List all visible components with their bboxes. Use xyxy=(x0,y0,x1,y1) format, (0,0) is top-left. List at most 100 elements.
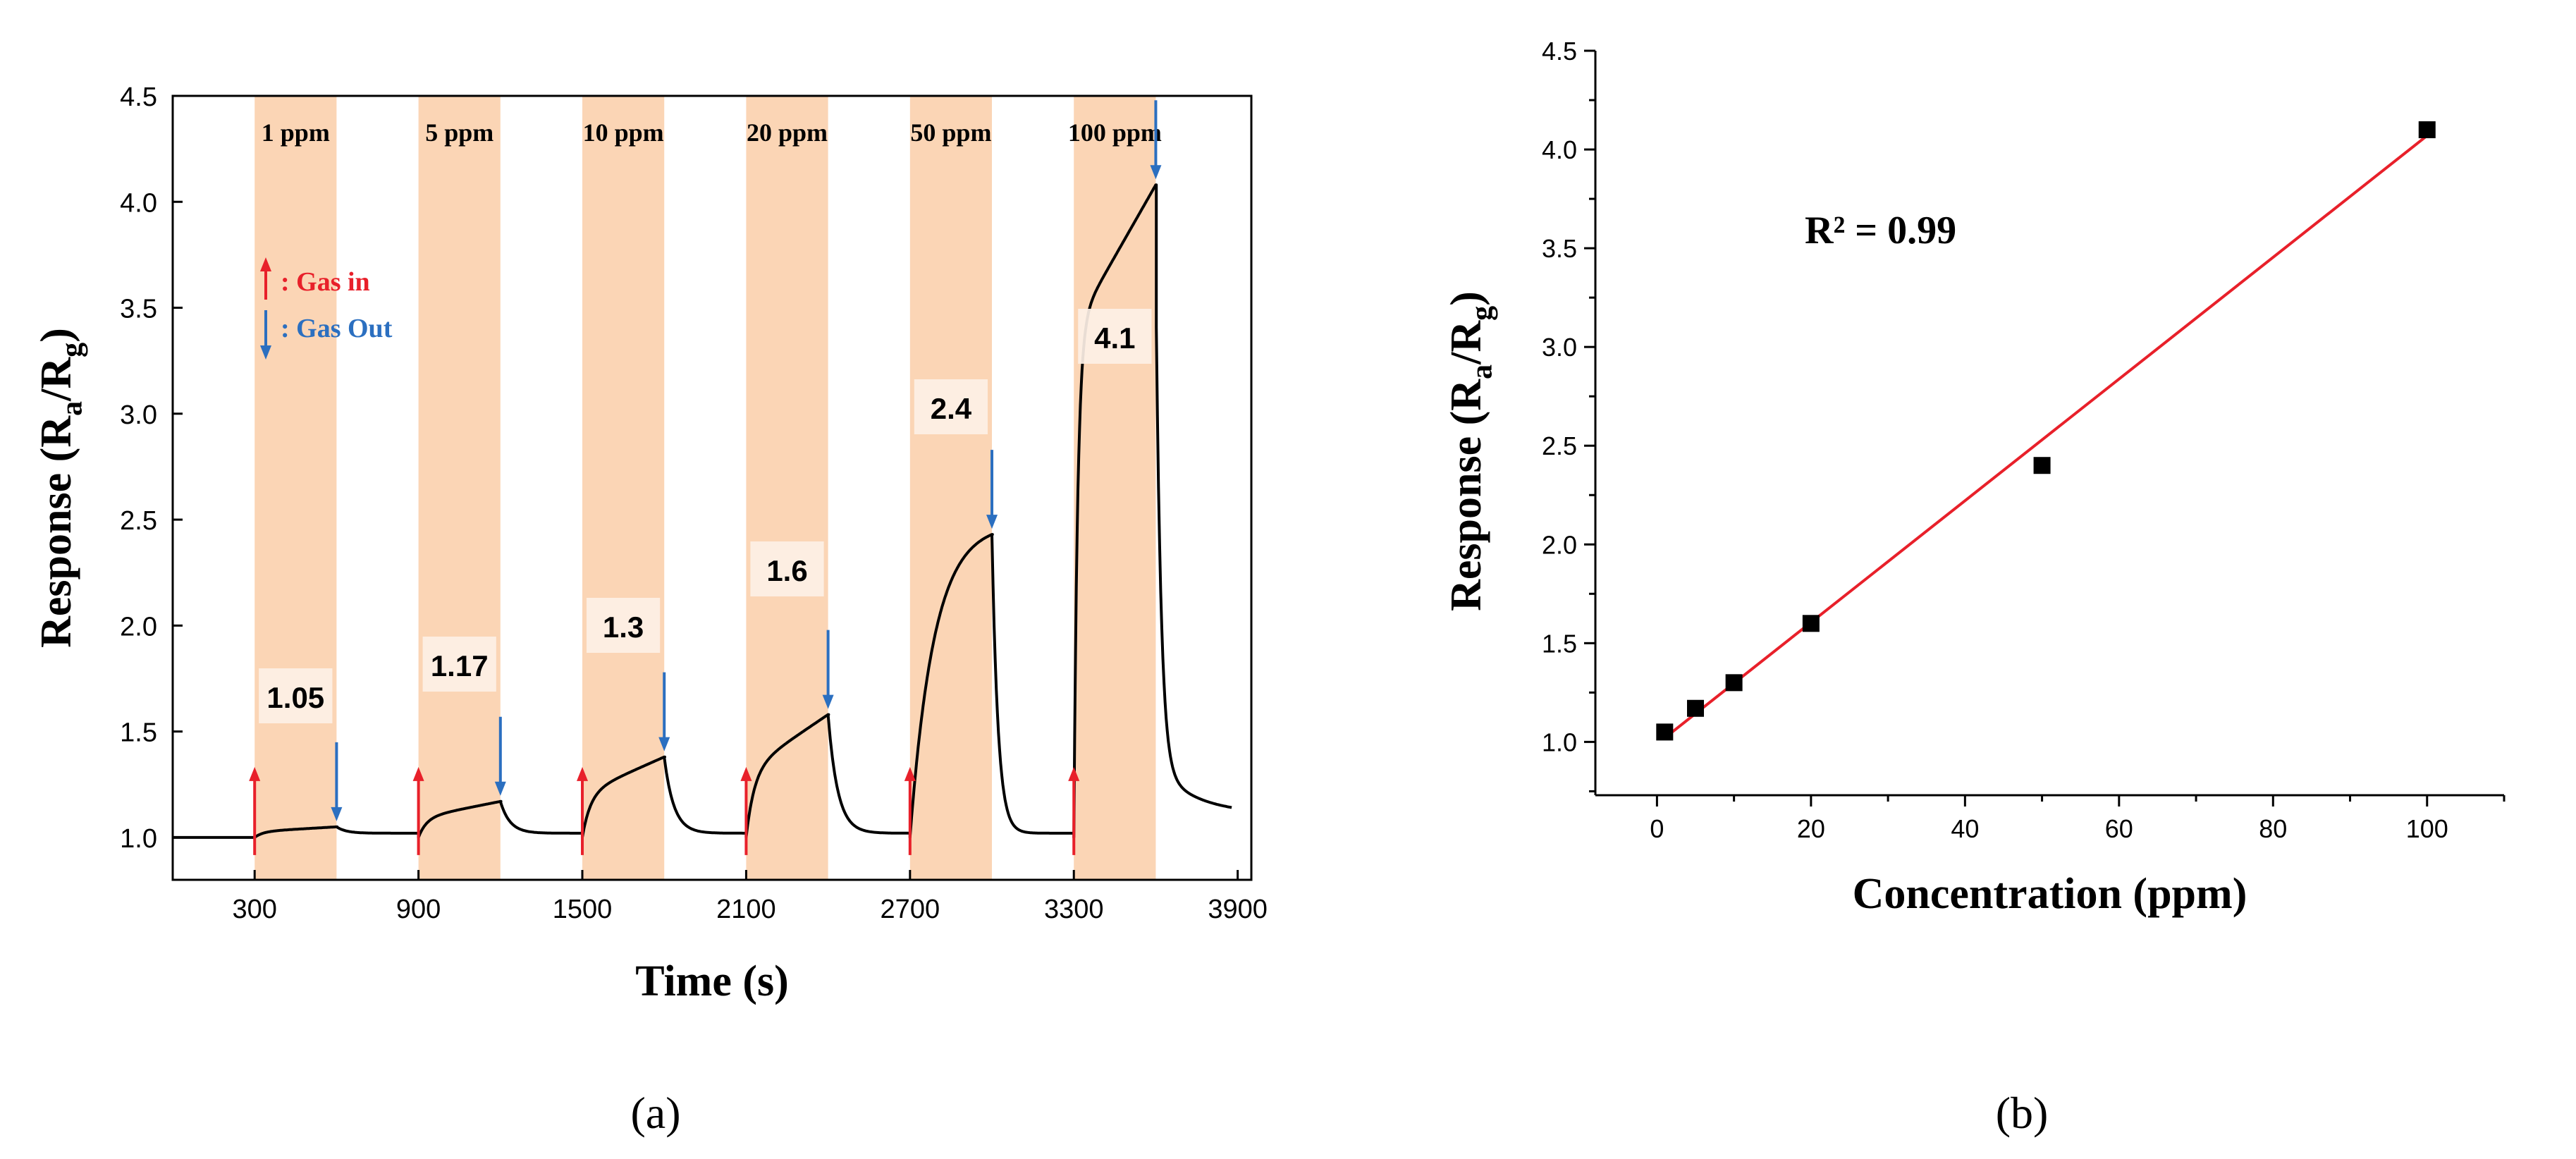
y-tick-label: 1.0 xyxy=(1542,728,1577,756)
y-axis-title: Response (Ra/Rg) xyxy=(1442,291,1499,611)
gas-out-arrow-4-head xyxy=(822,694,834,709)
panel-b-chart: 1.0 1.5 2.0 2.5 3.0 3.5 4.0 4.5 0 20 40 60 80 100 R² =… xyxy=(1442,37,2506,1138)
y-tick-label: 4.5 xyxy=(1542,37,1577,66)
gas-in-arrow-4 xyxy=(740,766,752,855)
data-point-4 xyxy=(1802,615,1820,632)
legend-gas-out-arrow xyxy=(260,310,271,360)
peak-value-label: 4.1 xyxy=(1094,321,1135,355)
y-tick-label: 2.0 xyxy=(1542,530,1577,559)
gas-out-arrow-2 xyxy=(494,716,506,796)
response-curve xyxy=(173,183,1232,839)
gas-out-arrow-3-head xyxy=(658,737,670,752)
legend-gas-out-arrow-head xyxy=(260,345,271,360)
peak-value-label: 1.05 xyxy=(266,681,324,714)
x-tick-label: 3900 xyxy=(1208,895,1268,924)
peak-value-label: 1.17 xyxy=(431,649,489,682)
gas-in-arrow-4-head xyxy=(740,766,752,781)
gas-out-arrow-2-head xyxy=(494,781,506,796)
x-tick-label: 80 xyxy=(2259,814,2287,843)
y-tick-label: 2.0 xyxy=(120,612,157,642)
y-tick-label: 4.0 xyxy=(120,188,157,218)
x-tick-label: 0 xyxy=(1650,814,1664,843)
data-point-5 xyxy=(2033,457,2051,474)
gas-out-arrow-4 xyxy=(822,630,834,709)
gas-pulse-region-6 xyxy=(1074,96,1156,880)
y-tick-label: 4.0 xyxy=(1542,135,1577,164)
gas-in-arrow-6 xyxy=(1068,766,1080,855)
x-tick-label: 100 xyxy=(2406,814,2448,843)
gas-out-arrow-6-head xyxy=(1150,165,1162,180)
x-tick-label: 900 xyxy=(396,895,441,924)
y-tick-label: 2.5 xyxy=(1542,431,1577,460)
legend-gas-in-label: : Gas in xyxy=(281,267,370,297)
pulse-concentration-label: 5 ppm xyxy=(425,118,493,147)
plot-frame xyxy=(171,94,1253,881)
peak-value-label: 2.4 xyxy=(931,392,972,425)
linear-fit-line xyxy=(1664,134,2429,740)
panel-label-b: (b) xyxy=(1996,1088,2049,1138)
gas-in-arrow-3 xyxy=(577,766,589,855)
pulse-concentration-label: 10 ppm xyxy=(583,118,664,147)
x-tick-label: 60 xyxy=(2105,814,2133,843)
gas-out-arrow-3 xyxy=(658,672,670,752)
gas-in-arrow-2 xyxy=(412,766,424,855)
legend-gas-out-label: : Gas Out xyxy=(281,314,393,343)
gas-pulse-region-2 xyxy=(418,96,501,880)
x-tick-label: 20 xyxy=(1797,814,1825,843)
y-tick-label: 2.5 xyxy=(120,506,157,536)
x-tick-label: 40 xyxy=(1951,814,1979,843)
data-point-1 xyxy=(1656,723,1674,741)
gas-out-arrow-6 xyxy=(1150,100,1162,180)
peak-value-label: 1.6 xyxy=(766,554,807,587)
x-tick-label: 2100 xyxy=(716,895,776,924)
x-tick-label: 3300 xyxy=(1044,895,1104,924)
gas-in-arrow-5-head xyxy=(904,766,916,781)
pulse-concentration-label: 100 ppm xyxy=(1068,118,1162,147)
x-tick-label: 300 xyxy=(232,895,276,924)
gas-pulse-region-5 xyxy=(909,96,993,880)
y-tick-label: 3.0 xyxy=(120,400,157,430)
value-label-box xyxy=(914,379,988,434)
y-axis-title: Response (Ra/Rg) xyxy=(32,328,89,648)
y-axis-title-group: Response (Ra/Rg) xyxy=(32,328,89,648)
y-tick-label: 3.0 xyxy=(1542,333,1577,362)
gas-in-arrow-6-head xyxy=(1068,766,1080,781)
x-axis-title: Time (s) xyxy=(635,957,789,1005)
pulse-concentration-label: 50 ppm xyxy=(910,118,991,147)
y-tick-label: 1.5 xyxy=(120,718,157,748)
gas-in-arrow-1 xyxy=(249,766,261,855)
gas-pulse-region-1 xyxy=(254,96,337,880)
gas-in-arrow-3-head xyxy=(577,766,589,781)
data-point-6 xyxy=(2418,121,2436,139)
x-tick-label: 2700 xyxy=(881,895,940,924)
gas-in-arrow-5 xyxy=(904,766,916,855)
y-tick-label: 3.5 xyxy=(1542,234,1577,263)
value-label-box xyxy=(422,637,496,692)
x-axis-title: Concentration (ppm) xyxy=(1853,870,2247,918)
value-label-box xyxy=(1078,309,1152,364)
value-label-box xyxy=(587,598,661,653)
pulse-concentration-label: 20 ppm xyxy=(747,118,828,147)
panel-label-a: (a) xyxy=(630,1088,680,1138)
data-point-3 xyxy=(1725,674,1743,692)
pulse-concentration-label: 1 ppm xyxy=(262,118,330,147)
gas-out-arrow-1-head xyxy=(331,807,343,821)
gas-pulse-region-3 xyxy=(582,96,665,880)
gas-pulse-region-4 xyxy=(746,96,828,880)
x-tick-label: 1500 xyxy=(553,895,613,924)
gas-in-arrow-1-head xyxy=(249,766,261,781)
value-label-box xyxy=(259,668,333,723)
y-tick-label: 4.5 xyxy=(120,82,157,112)
y-tick-label: 1.5 xyxy=(1542,629,1577,658)
y-axis-title-group: Response (Ra/Rg) xyxy=(1442,291,1499,611)
legend-gas-in-arrow xyxy=(260,257,271,300)
gas-out-arrow-5-head xyxy=(986,515,998,529)
r-squared-annotation: R² = 0.99 xyxy=(1805,209,1956,252)
y-tick-label: 1.0 xyxy=(120,824,157,854)
panel-a-chart: 1.0 1.5 2.0 2.5 3.0 3.5 4.0 4.5 300 900 1500 2100 27… xyxy=(32,82,1268,1138)
legend-gas-in-arrow-head xyxy=(260,257,271,271)
y-tick-label: 3.5 xyxy=(120,295,157,324)
gas-out-arrow-1 xyxy=(331,742,343,821)
value-label-box xyxy=(750,541,824,596)
